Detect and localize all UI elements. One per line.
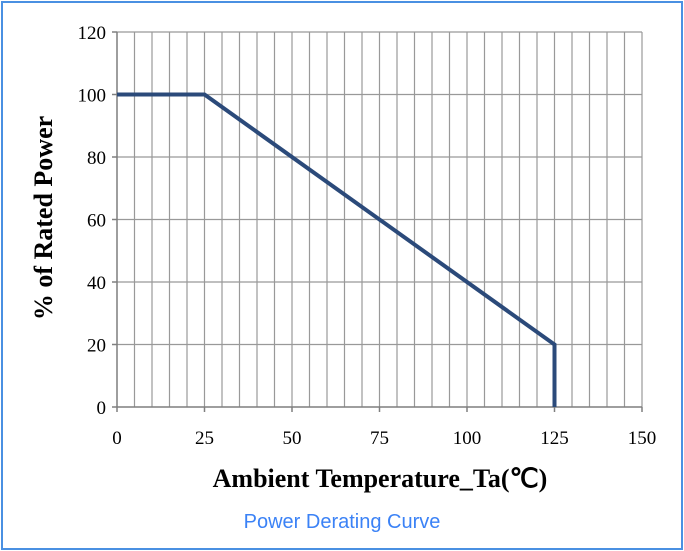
y-tick-label: 60: [87, 211, 106, 232]
chart-caption: Power Derating Curve: [243, 511, 441, 533]
axes: [112, 31, 643, 412]
x-axis-title: Ambient Temperature_Ta(℃): [213, 464, 548, 493]
series: [117, 92, 557, 407]
y-tick-label: 80: [87, 148, 106, 169]
x-tick-label: 75: [370, 428, 389, 449]
x-tick-label: 125: [540, 428, 569, 449]
y-tick-label: 120: [78, 23, 107, 44]
x-tick-label: 0: [112, 428, 122, 449]
y-tick-label: 100: [78, 86, 107, 107]
y-axis-title: % of Rated Power: [29, 116, 58, 320]
x-tick-label: 50: [283, 428, 302, 449]
x-tick-label: 25: [195, 428, 214, 449]
y-tick-labels: 0 20 40 60 80 100 120: [78, 23, 107, 419]
y-tick-label: 0: [97, 398, 107, 419]
grid: [117, 31, 643, 407]
x-tick-labels: 0 25 50 75 100 125 150: [112, 428, 656, 449]
y-tick-label: 20: [87, 336, 106, 357]
x-tick-label: 150: [628, 428, 657, 449]
x-tick-label: 100: [453, 428, 482, 449]
y-tick-label: 40: [87, 273, 106, 294]
derating-line: [117, 92, 557, 407]
